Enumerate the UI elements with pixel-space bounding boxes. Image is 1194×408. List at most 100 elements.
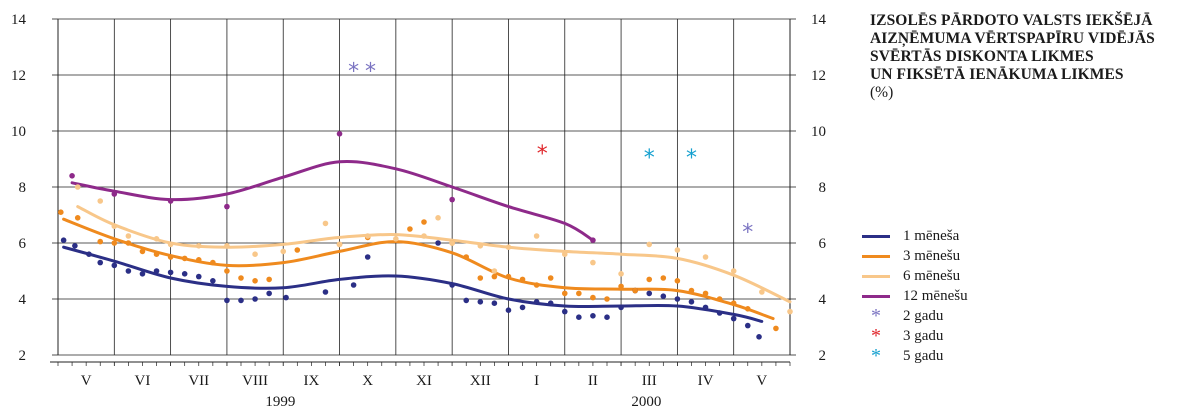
data-point [744,306,751,312]
data-point [322,220,329,227]
data-point [477,243,484,249]
data-point [702,290,709,297]
data-point [477,299,484,305]
data-point [491,268,498,274]
data-point [449,240,455,246]
data-point [756,334,762,340]
legend-line-swatch [862,294,890,298]
x-tick-label: X [362,373,373,389]
y-tick-label-right: 12 [811,68,826,84]
y-tick-label-left: 4 [19,292,27,308]
x-tick-label: VII [188,373,209,389]
data-point [477,275,484,281]
legend-item: * 3 gadu [862,326,968,346]
legend-label: 5 gadu [903,347,944,364]
asterisk-icon: * [871,345,881,367]
series-trend-line [62,217,775,321]
y-tick-label-right: 10 [811,124,826,140]
data-point [449,196,455,203]
y-tick-label-left: 6 [19,236,27,252]
data-point [97,259,104,266]
data-point [590,294,596,301]
year-label: 2000 [631,394,661,408]
data-point [74,184,81,190]
y-tick-label-right: 4 [819,292,827,308]
data-point [491,300,498,307]
data-point [547,300,554,307]
x-tick-label: V [756,373,767,389]
legend-label: 1 mēneša [903,227,960,244]
data-point [646,290,653,297]
data-point [153,251,160,257]
y-tick-label-right: 14 [811,12,827,28]
data-point [111,191,118,197]
data-point [195,257,202,263]
data-point [74,215,81,221]
legend-line-swatch [862,234,890,238]
asterisk-marker: * [742,220,753,245]
data-point [336,241,343,248]
data-point [407,226,413,232]
legend-item: 12 mēnešu [862,286,968,306]
series-trend-line [62,245,764,323]
data-point [533,299,540,305]
data-point [674,296,681,302]
data-point [167,254,174,260]
data-point [139,248,146,255]
data-point [744,322,751,329]
y-tick-label-right: 8 [819,180,827,196]
data-point [224,243,230,249]
x-tick-label: IV [698,373,714,389]
data-point [533,233,540,239]
data-point [702,254,709,260]
data-point [238,297,244,304]
asterisk-icon: * [871,305,881,327]
data-point [519,276,526,283]
x-tick-label: VI [135,373,151,389]
x-tick-label: VIII [242,373,268,389]
data-point [632,287,638,294]
data-point [421,233,427,239]
x-tick-label: XI [416,373,432,389]
axes [50,18,796,366]
data-point [195,243,202,249]
data-point [435,240,441,246]
data-point [252,296,258,302]
data-point [561,308,568,315]
data-point [561,290,568,297]
data-point [688,299,695,305]
x-tick-label: V [81,373,92,389]
data-point [139,271,146,277]
legend-item: * 5 gadu [862,346,968,366]
y-tick-label-left: 2 [19,348,27,364]
data-point [336,131,343,137]
data-point [97,198,104,204]
data-point [533,282,540,288]
data-point [252,278,258,284]
y-tick-label-left: 10 [11,124,26,140]
chart-title-line-4: UN FIKSĒTĀ IENĀKUMA LIKMES [870,66,1124,83]
legend-label: 6 mēnešu [903,267,961,284]
y-tick-label-right: 2 [819,348,827,364]
data-point [97,238,104,245]
data-point [491,273,498,280]
data-point [674,278,681,284]
data-point [646,241,653,248]
data-point [181,255,188,262]
legend: 1 mēneša 3 mēnešu 6 mēnešu 12 mēnešu * 2… [862,226,968,366]
data-point [125,268,132,274]
chart-title-line-3: SVĒRTĀS DISKONTA LIKMES [870,48,1094,65]
data-point [576,314,582,321]
asterisk-icon: * [871,325,881,347]
x-tick-label: IX [303,373,319,389]
chart-unit-label: (%) [870,84,894,101]
data-point [759,289,765,295]
data-point [195,273,202,280]
data-point [618,304,624,311]
data-point [125,240,132,246]
data-point [674,247,681,253]
data-point [618,271,624,277]
x-tick-label: III [642,373,657,389]
data-point [463,254,470,260]
